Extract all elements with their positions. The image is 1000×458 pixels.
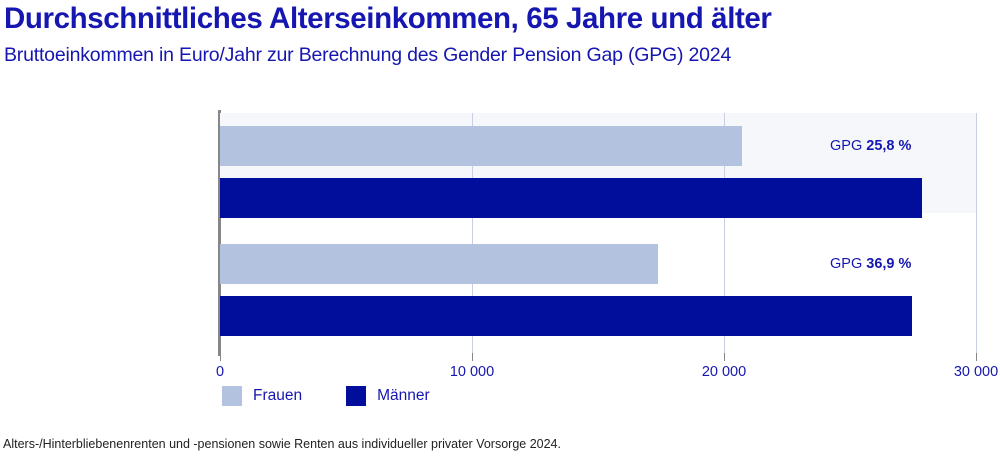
gpg-value: 36,9 % (866, 256, 912, 272)
page-title: Durchschnittliches Alterseinkommen, 65 J… (4, 2, 772, 35)
x-tick-label-0: 0 (215, 364, 225, 380)
chart-subtitle: Bruttoeinkommen in Euro/Jahr zur Berechn… (4, 44, 732, 66)
y-axis-line (218, 110, 221, 356)
gpg-annotation-0: GPG 25,8 % (830, 138, 911, 154)
x-tick-label-20000: 20 000 (701, 364, 747, 380)
bar-männer-group-1[interactable] (220, 296, 912, 336)
legend: Frauen Männer (222, 386, 430, 406)
gpg-value: 25,8 % (866, 138, 912, 154)
legend-swatch-icon (222, 386, 242, 406)
x-tick-mark-10000 (472, 353, 473, 361)
legend-label-frauen: Frauen (253, 387, 303, 404)
x-tick-label-30000: 30 000 (953, 364, 999, 380)
gridline-20000 (724, 113, 725, 353)
bar-männer-group-0[interactable] (220, 178, 922, 218)
x-tick-mark-30000 (976, 353, 977, 361)
x-tick-mark-20000 (724, 353, 725, 361)
gpg-annotation-1: GPG 36,9 % (830, 256, 911, 272)
x-tick-label-10000: 10 000 (449, 364, 495, 380)
x-axis: 0 10 000 20 000 30 000 (216, 353, 998, 380)
legend-label-maenner: Männer (377, 387, 430, 404)
gpg-prefix: GPG (830, 138, 867, 154)
legend-item-maenner[interactable]: Männer (346, 386, 430, 406)
gpg-prefix: GPG (830, 256, 867, 272)
bar-frauen-group-0[interactable] (220, 126, 742, 166)
gridline-30000 (976, 113, 977, 353)
plot-area: GPG 25,8 % GPG 36,9 % 0 10 000 20 000 30 00… (216, 113, 998, 380)
gridline-10000 (472, 113, 473, 353)
legend-item-frauen[interactable]: Frauen (222, 386, 302, 406)
footnote: Alters-/Hinterbliebenenrenten und -pensi… (3, 437, 561, 451)
x-tick-mark-0 (220, 353, 221, 361)
legend-swatch-icon (346, 386, 367, 406)
bar-frauen-group-1[interactable] (220, 244, 658, 284)
